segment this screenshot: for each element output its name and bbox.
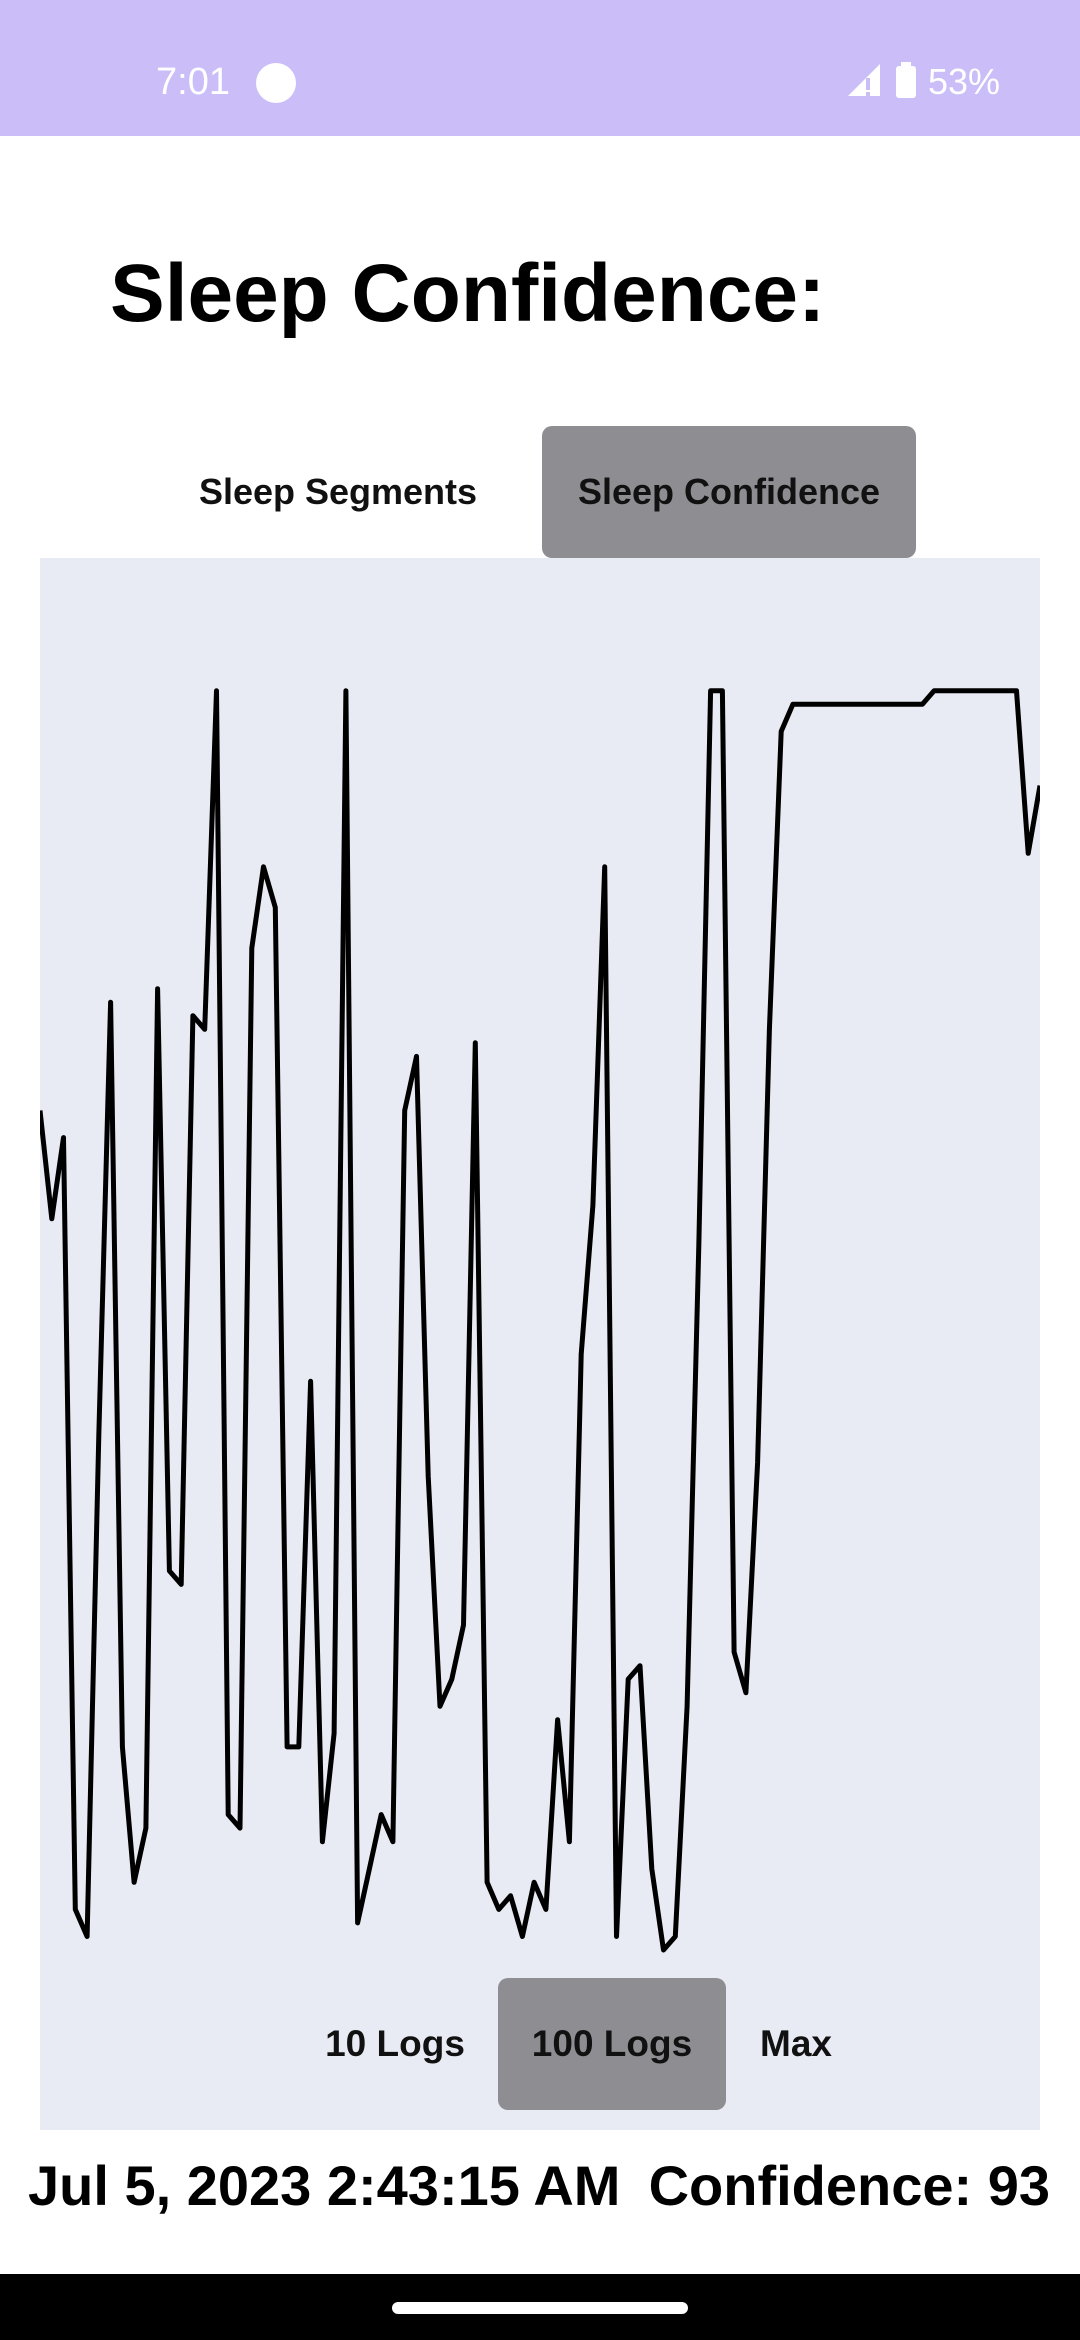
status-time: 7:01 xyxy=(156,61,230,103)
page-title: Sleep Confidence: xyxy=(110,248,826,339)
tab-sleep-confidence[interactable]: Sleep Confidence xyxy=(542,426,916,558)
status-icons: 53% xyxy=(844,58,1000,106)
range-10-logs-button[interactable]: 10 Logs xyxy=(325,2023,465,2064)
cell-signal-icon xyxy=(844,60,884,105)
status-bar: 7:01 53% xyxy=(0,0,1080,136)
chart-plot-area xyxy=(40,688,1040,1953)
range-100-logs-button[interactable]: 100 Logs xyxy=(498,1978,726,2110)
sleep-confidence-chart: 10 Logs 100 Logs Max xyxy=(40,558,1040,2130)
notification-dot-icon xyxy=(256,63,296,103)
home-indicator[interactable] xyxy=(392,2302,688,2314)
tab-sleep-segments[interactable]: Sleep Segments xyxy=(198,471,478,512)
battery-icon xyxy=(894,60,918,105)
range-max-button[interactable]: Max xyxy=(760,2023,832,2064)
selected-timestamp: Jul 5, 2023 2:43:15 AM xyxy=(28,2154,621,2217)
confidence-series-line xyxy=(40,688,1040,1953)
selected-confidence: Confidence: 93 xyxy=(648,2154,1050,2217)
battery-percentage: 53% xyxy=(927,61,1000,102)
